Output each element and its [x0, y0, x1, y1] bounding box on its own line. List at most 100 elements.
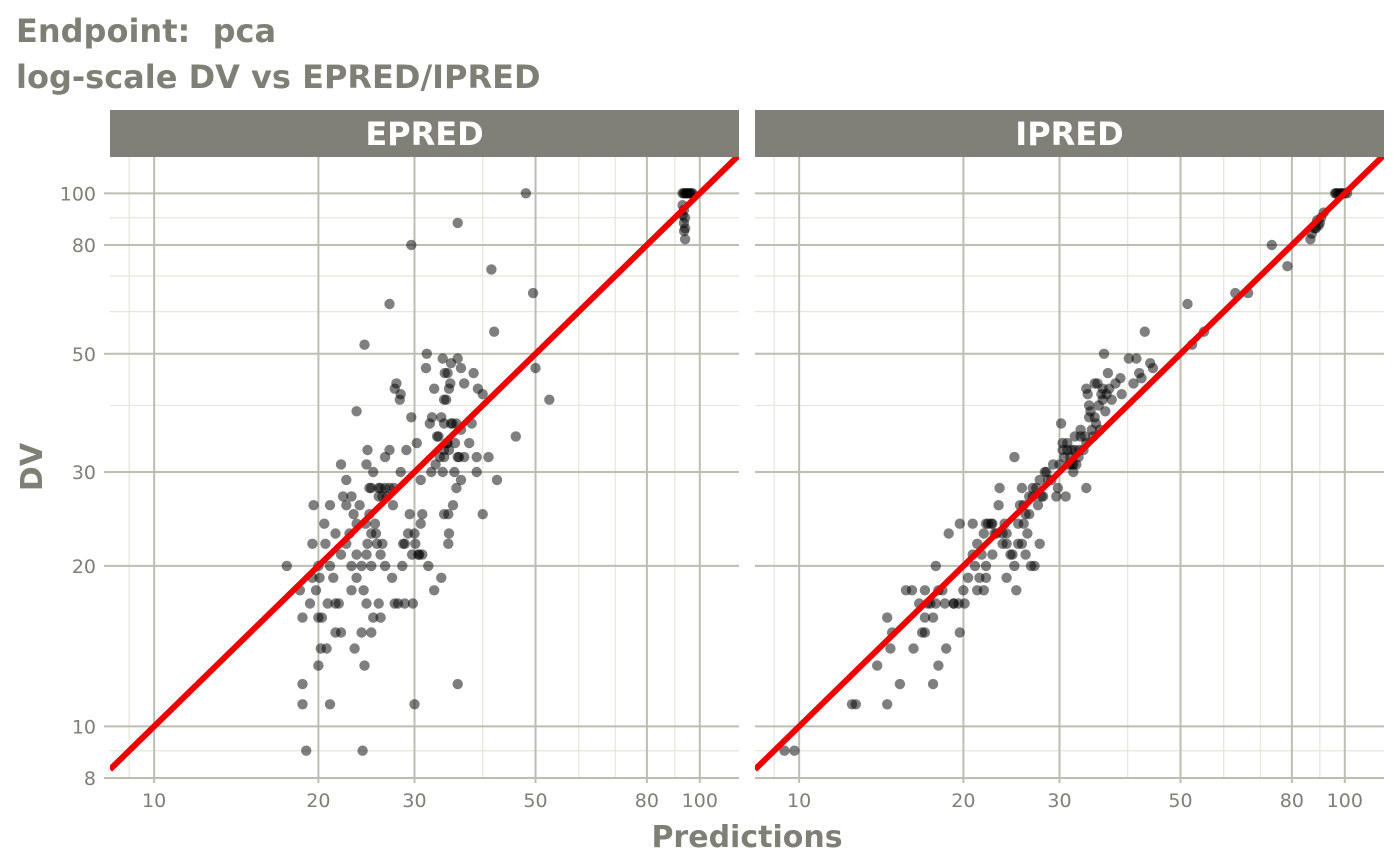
data-point [930, 598, 941, 609]
points-epred [281, 188, 698, 756]
data-point [297, 612, 308, 623]
data-point [527, 287, 539, 299]
facet-panel-ipred: IPRED 10 20 30 50 80 100 [755, 110, 1384, 812]
data-point [361, 598, 372, 609]
data-point [351, 406, 362, 417]
y-tick-label: 80 [72, 235, 96, 257]
data-point [451, 482, 462, 494]
data-point [341, 500, 352, 511]
data-point [447, 500, 459, 511]
data-point [357, 745, 368, 756]
y-tick-label: 30 [72, 462, 96, 484]
data-point [1098, 348, 1110, 359]
data-point [452, 353, 463, 364]
data-point [449, 437, 461, 449]
data-point [404, 509, 415, 520]
data-point [1016, 538, 1028, 549]
data-point [993, 500, 1004, 511]
facet-panel-epred: EPRED 10 20 30 50 80 100 [110, 110, 739, 812]
data-point [872, 660, 883, 671]
data-point [987, 549, 998, 560]
data-point [452, 217, 463, 229]
x-tick-label: 50 [1168, 790, 1192, 812]
data-point [1020, 549, 1031, 560]
data-point [1009, 451, 1020, 463]
x-tick-label: 10 [787, 790, 811, 812]
data-point [468, 367, 479, 379]
data-point [335, 459, 347, 470]
y-tick-label: 20 [72, 556, 96, 578]
data-point [882, 699, 893, 710]
data-point [319, 518, 330, 529]
data-point [409, 528, 420, 539]
data-point [459, 451, 470, 463]
data-point [1016, 482, 1028, 494]
data-point [322, 598, 333, 609]
x-axis-title: Predictions [651, 820, 842, 855]
x-tick-label: 20 [951, 790, 975, 812]
data-point [348, 509, 359, 520]
data-point [1052, 482, 1064, 494]
y-tick-label: 8 [84, 768, 96, 790]
data-point [939, 598, 951, 609]
data-point [330, 528, 341, 539]
facet-strip-ipred [755, 110, 1384, 157]
y-tick-label: 100 [60, 183, 96, 205]
data-point [346, 560, 357, 572]
x-tick-label: 30 [1047, 790, 1071, 812]
data-point [443, 444, 455, 456]
data-point [959, 598, 970, 609]
data-point [441, 394, 452, 405]
data-point [442, 367, 453, 379]
data-point [328, 572, 339, 583]
y-tick-labels: 8 10 20 30 50 80 100 [60, 183, 110, 790]
data-point [399, 538, 410, 549]
data-point [455, 362, 467, 374]
data-point [407, 598, 419, 609]
x-tick-label: 80 [635, 790, 659, 812]
data-point [882, 612, 893, 623]
data-point [361, 459, 372, 470]
data-point [384, 298, 395, 310]
data-point [927, 678, 939, 690]
data-point [477, 389, 488, 400]
x-tick-labels-ipred: 10 20 30 50 80 100 [787, 778, 1363, 812]
data-point [1018, 518, 1029, 529]
data-point [426, 466, 437, 478]
data-point [1034, 538, 1045, 549]
data-point [1001, 538, 1012, 549]
data-point [906, 585, 918, 596]
x-tick-label: 20 [306, 790, 330, 812]
data-point [483, 451, 494, 463]
data-point [1116, 389, 1127, 400]
data-point [779, 745, 790, 756]
data-point [369, 518, 381, 529]
data-point [386, 572, 398, 583]
data-point [1115, 373, 1126, 384]
data-point [346, 491, 357, 502]
data-point [1055, 418, 1067, 429]
data-point [962, 572, 974, 583]
data-point [1182, 298, 1193, 310]
data-point [678, 225, 690, 237]
data-point [366, 482, 377, 494]
data-point [1123, 353, 1135, 364]
data-point [379, 560, 391, 572]
data-point [908, 643, 919, 654]
data-point [980, 572, 992, 583]
data-point [437, 466, 448, 478]
data-point [415, 518, 426, 529]
y-tick-label: 10 [72, 716, 96, 738]
data-point [316, 612, 328, 623]
data-point [420, 362, 432, 374]
data-point [471, 451, 482, 463]
data-point [459, 378, 470, 389]
data-point [530, 362, 541, 374]
data-point [368, 466, 379, 478]
data-point [373, 598, 384, 609]
data-point [301, 745, 312, 756]
data-point [351, 572, 362, 583]
data-point [346, 585, 357, 596]
data-point [930, 560, 941, 572]
